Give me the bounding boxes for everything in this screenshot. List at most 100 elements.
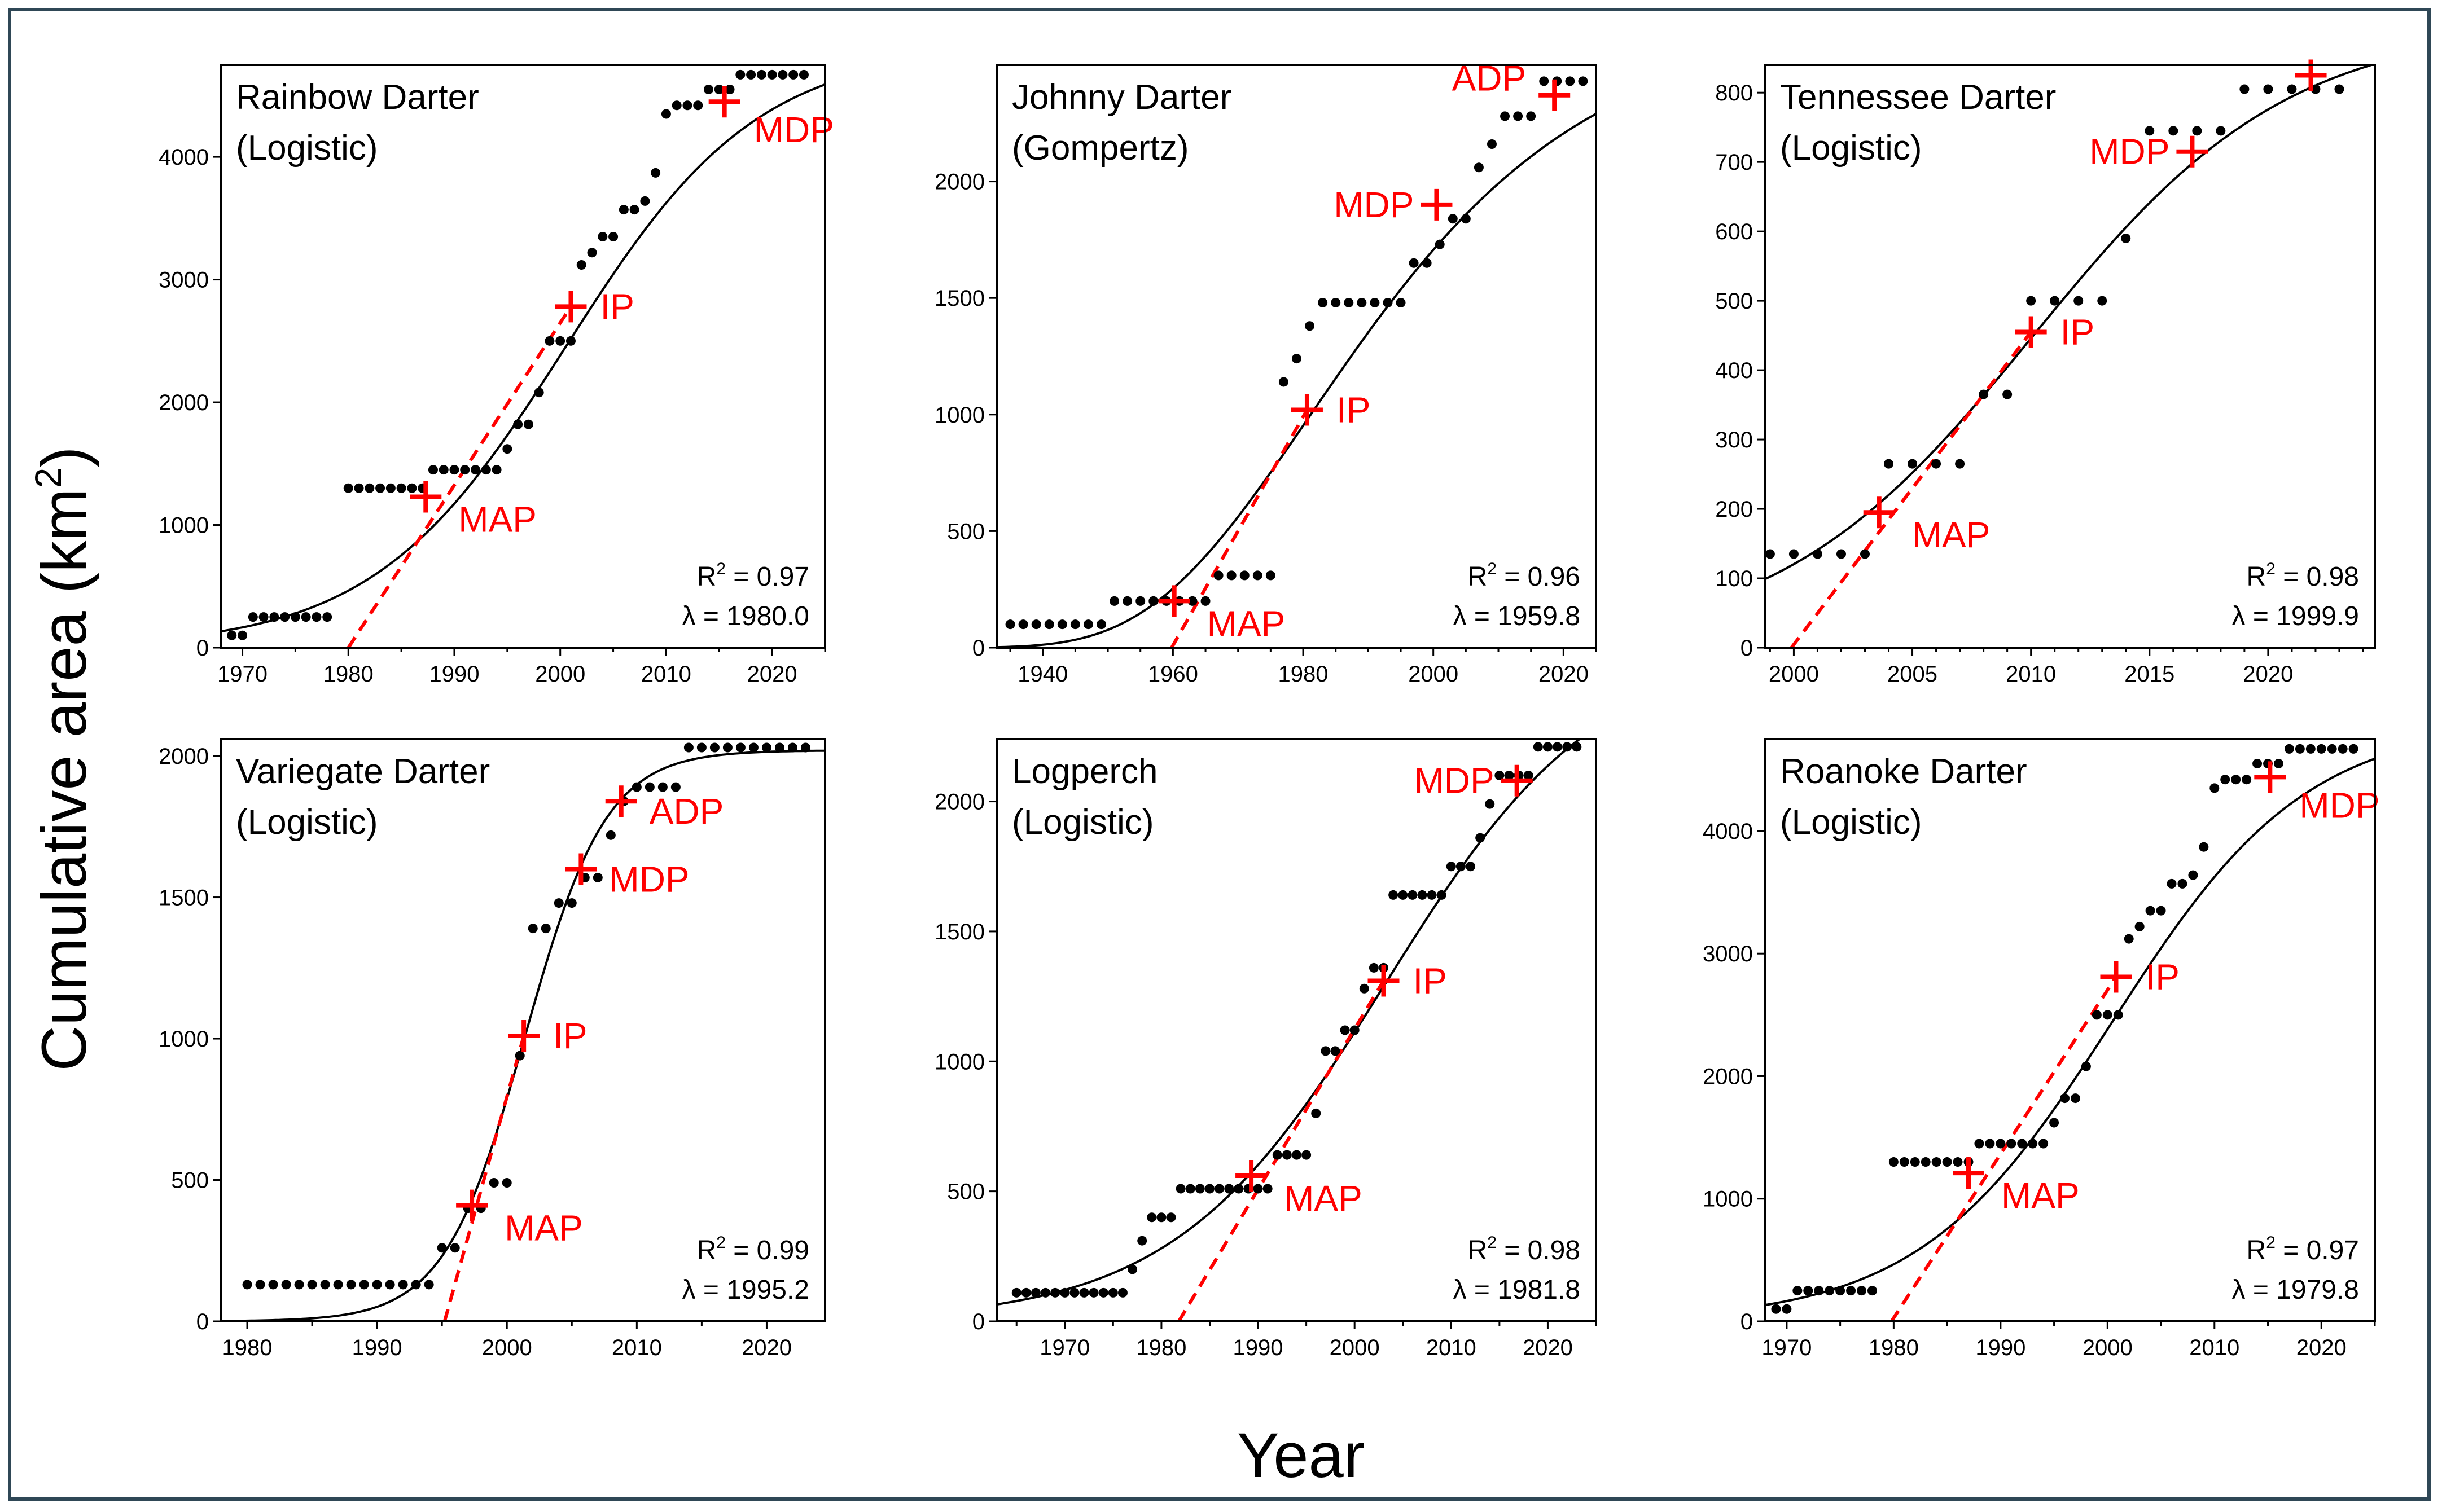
panel-title: Rainbow Darter: [236, 78, 479, 117]
tangent-line: [1790, 331, 2033, 648]
panel-model: (Gompertz): [1012, 129, 1189, 168]
y-tick-label: 1000: [159, 513, 209, 538]
x-tick-label: 2000: [1769, 662, 1819, 687]
data-point: [1331, 297, 1341, 307]
data-point: [1083, 619, 1093, 630]
y-tick-label: 1500: [159, 886, 209, 911]
data-point: [567, 898, 577, 908]
data-point: [746, 69, 756, 80]
data-point: [502, 444, 512, 454]
data-point: [1474, 162, 1484, 173]
data-point: [320, 1280, 330, 1290]
data-point: [1234, 1184, 1244, 1194]
data-point: [2305, 744, 2316, 754]
data-point: [1942, 1157, 1952, 1167]
x-tick-label: 2000: [482, 1335, 532, 1360]
data-point: [1860, 549, 1870, 559]
panel-frame: [220, 64, 826, 649]
data-point: [1408, 890, 1418, 900]
data-point: [774, 742, 784, 753]
x-tick-label: 1960: [1148, 662, 1198, 687]
data-point: [651, 168, 661, 178]
marker-label-map: MAP: [1912, 515, 1991, 555]
x-tick-label: 2015: [2124, 662, 2174, 687]
data-point: [1899, 1157, 1909, 1167]
data-point: [2017, 1139, 2027, 1149]
marker-label-map: MAP: [505, 1208, 583, 1249]
data-point: [1792, 1286, 1803, 1296]
y-tick-label: 0: [972, 636, 985, 661]
data-point: [767, 69, 777, 80]
marker-label-mdp: MDP: [1414, 761, 1494, 801]
x-tick-label: 2020: [742, 1335, 792, 1360]
data-point: [1565, 76, 1575, 86]
data-point: [1436, 890, 1446, 900]
data-point: [1292, 1150, 1301, 1160]
data-point: [398, 1280, 408, 1290]
data-point: [2287, 84, 2297, 94]
data-point: [670, 782, 681, 792]
y-tick-label: 2000: [159, 390, 209, 415]
y-tick-label: 700: [1715, 150, 1753, 175]
data-point: [1921, 1157, 1931, 1167]
data-point: [1044, 619, 1054, 630]
data-point: [424, 1280, 434, 1290]
x-tick-label: 2010: [612, 1335, 662, 1360]
data-point: [1262, 1184, 1273, 1194]
data-point: [2231, 775, 2241, 785]
data-point: [682, 100, 692, 111]
data-point: [722, 742, 733, 753]
data-point: [1494, 771, 1505, 780]
y-tick-label: 0: [1740, 1309, 1753, 1334]
data-point: [346, 1280, 356, 1290]
data-point: [1996, 1139, 2006, 1149]
x-tick-label: 1970: [1040, 1335, 1090, 1360]
data-point: [1021, 1287, 1031, 1298]
data-point: [1542, 742, 1553, 752]
x-tick-label: 1990: [352, 1335, 402, 1360]
data-point: [640, 196, 650, 206]
data-point: [2295, 744, 2305, 754]
data-point: [632, 782, 642, 792]
data-point: [258, 612, 269, 622]
data-point: [593, 872, 603, 882]
data-point: [1069, 1287, 1080, 1298]
y-tick-label: 300: [1715, 428, 1753, 452]
data-point: [735, 742, 746, 753]
data-point: [1765, 549, 1775, 559]
data-point: [787, 742, 797, 753]
data-point: [280, 612, 290, 622]
y-tick-label: 4000: [1703, 819, 1753, 844]
data-point: [343, 483, 353, 493]
data-point: [1553, 742, 1563, 752]
data-point: [541, 924, 551, 934]
data-point: [1369, 962, 1379, 973]
y-tick-label: 500: [947, 1180, 985, 1205]
marker-label-mdp: MDP: [2089, 131, 2169, 172]
panel-plot-area: [997, 76, 1596, 648]
data-point: [2273, 758, 2283, 768]
data-point: [1128, 1264, 1138, 1274]
data-point: [372, 1280, 382, 1290]
panel-plot-area: [1765, 744, 2375, 1321]
lambda-value: λ = 1979.8: [2231, 1275, 2359, 1305]
data-point: [1448, 214, 1458, 224]
data-point: [268, 1280, 278, 1290]
x-tick-label: 1970: [1761, 1335, 1812, 1360]
marker-label-adp: ADP: [650, 791, 724, 832]
data-point: [1187, 596, 1198, 606]
panel-frame: [1764, 738, 2376, 1322]
marker-label-mdp: MDP: [2299, 785, 2379, 825]
data-point: [1846, 1286, 1856, 1296]
fitted-curve: [221, 83, 825, 632]
data-point: [1836, 549, 1846, 559]
data-point: [1253, 1184, 1263, 1194]
x-tick-label: 1970: [217, 662, 268, 687]
data-point: [1200, 596, 1211, 606]
data-point: [1185, 1184, 1195, 1194]
data-point: [1265, 570, 1275, 581]
data-point: [545, 336, 555, 346]
data-point: [2097, 296, 2107, 306]
data-point: [1526, 111, 1536, 121]
